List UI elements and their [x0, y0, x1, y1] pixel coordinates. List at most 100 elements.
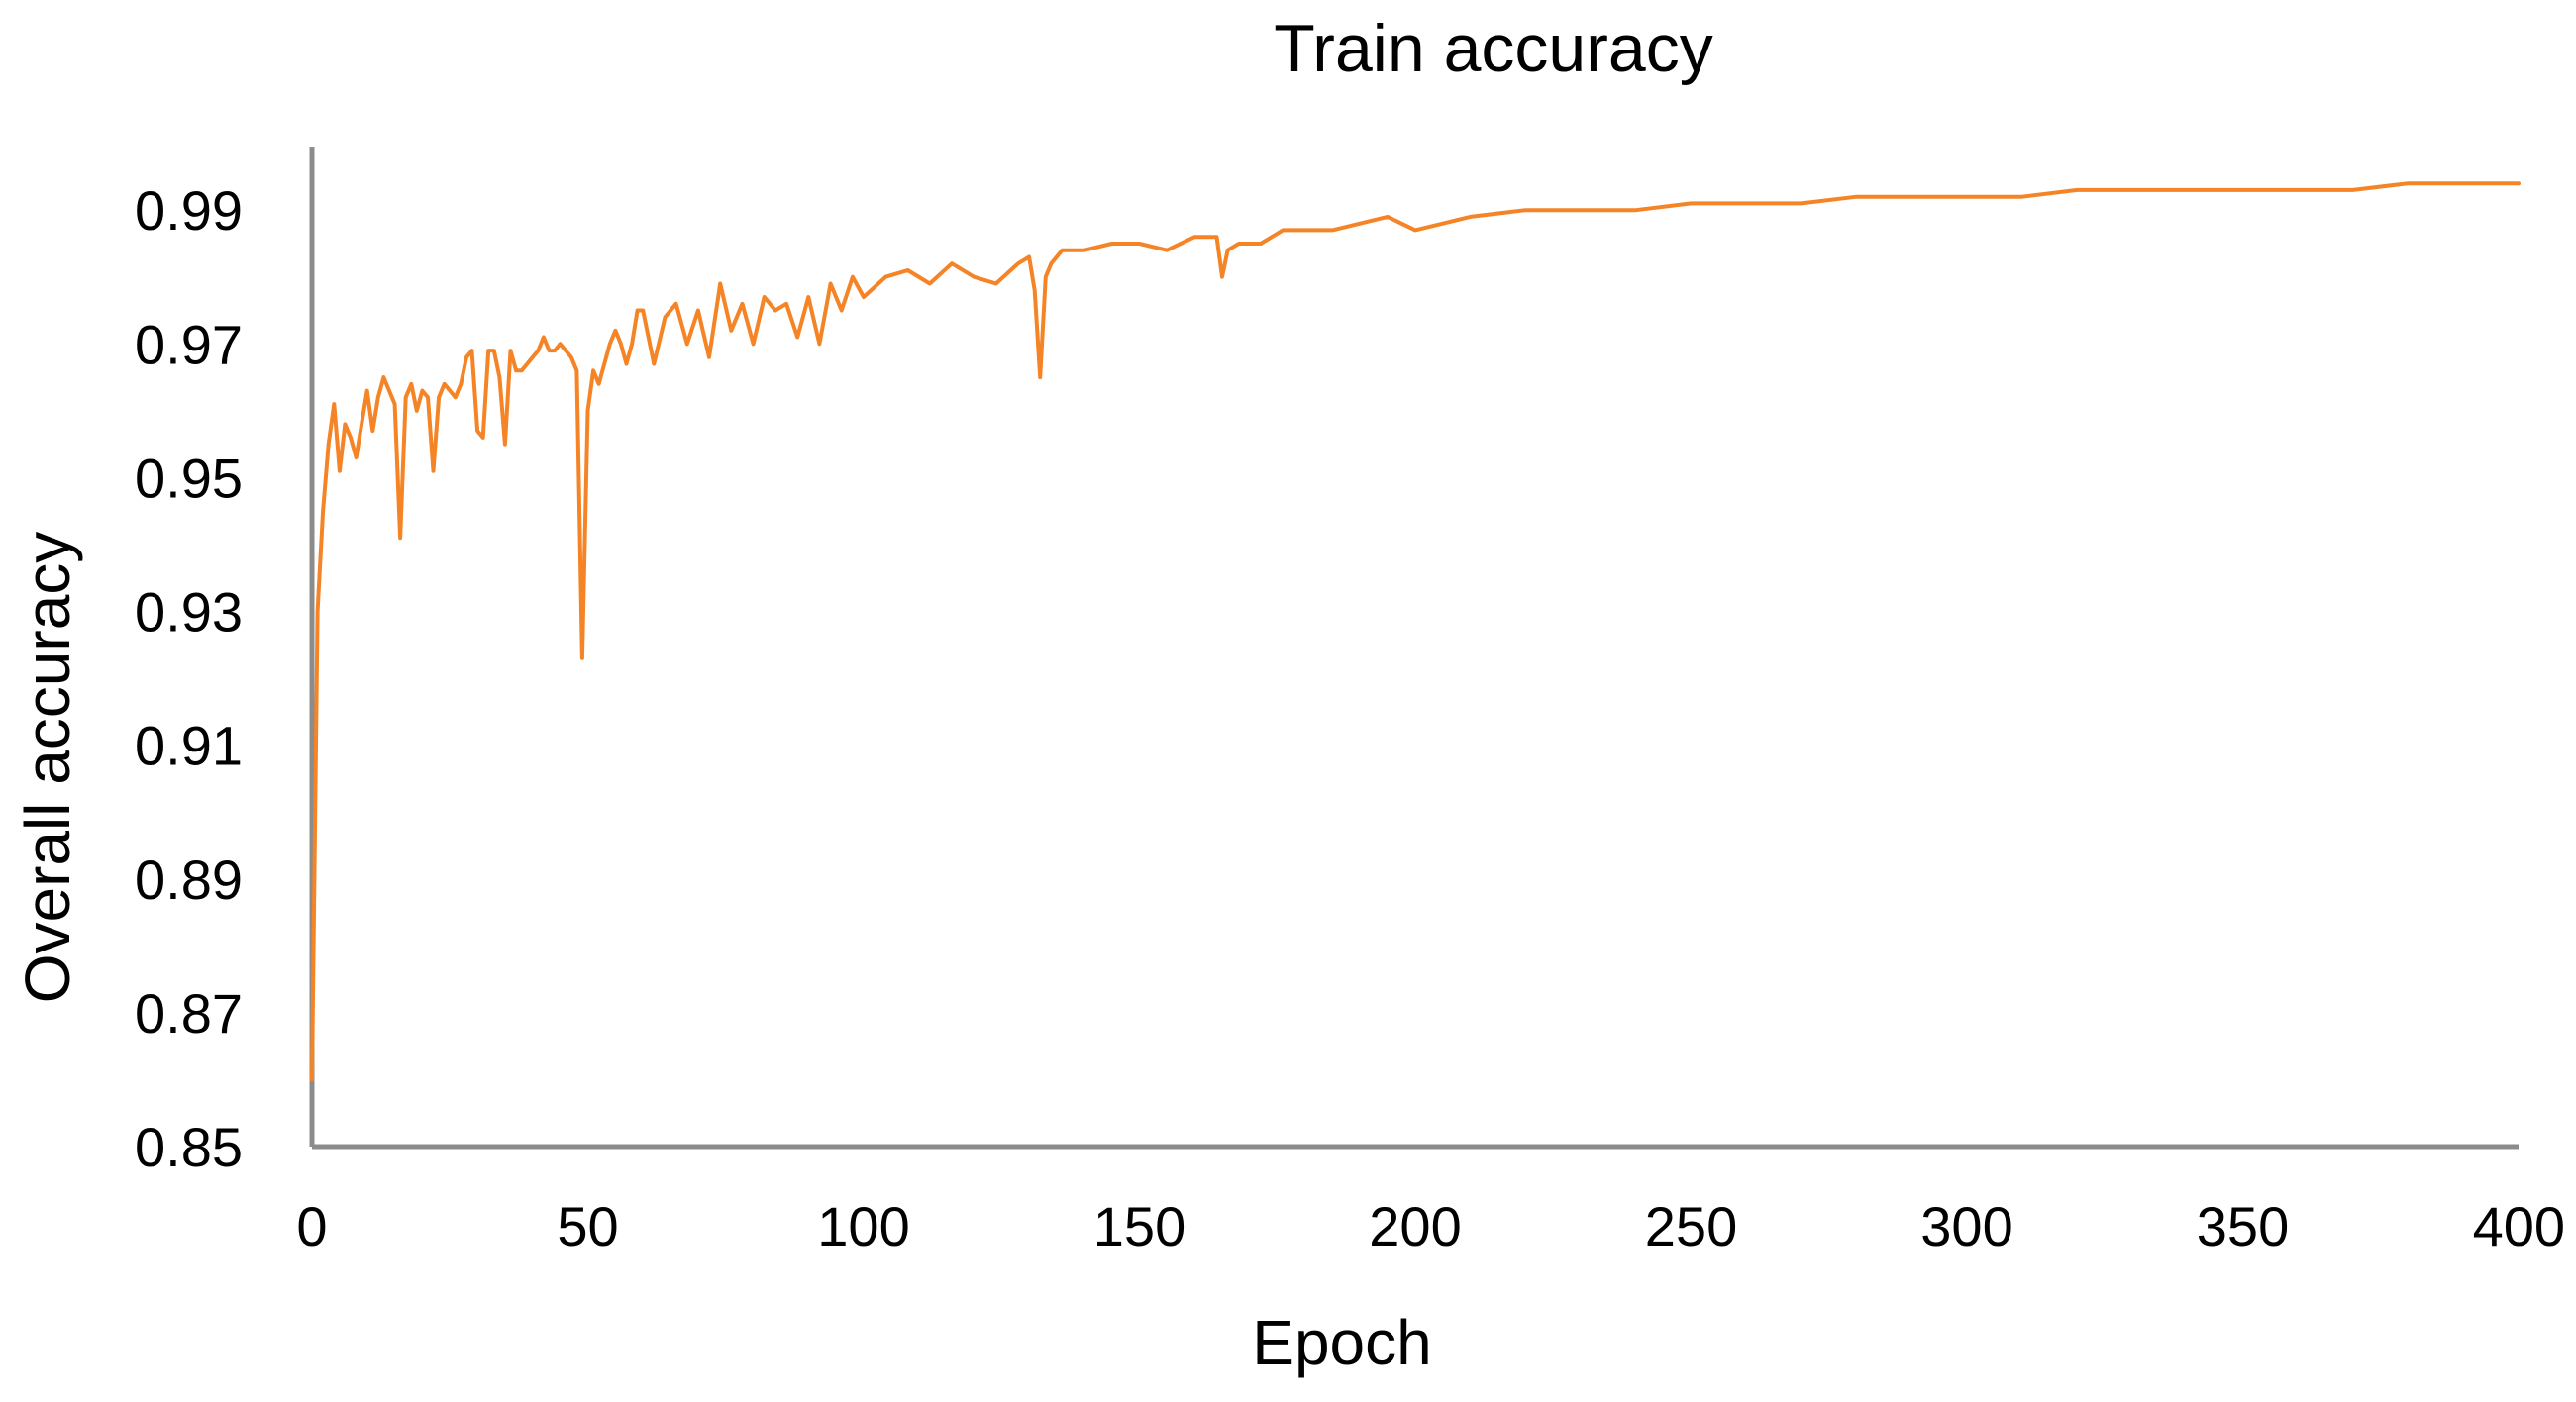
data-point: [729, 329, 733, 333]
data-point: [459, 382, 463, 386]
data-point: [1331, 228, 1334, 232]
data-point: [707, 355, 711, 359]
data-point: [664, 315, 667, 319]
data-point: [525, 362, 529, 366]
data-point: [1082, 249, 1086, 252]
data-point: [1469, 215, 1473, 219]
y-axis-ticks: 0.85 0.87 0.89 0.91 0.93 0.95 0.97 0.99: [135, 179, 243, 1178]
y-tick-label: 0.97: [135, 313, 243, 375]
data-point: [752, 342, 756, 346]
data-point: [542, 336, 546, 339]
data-point: [602, 362, 606, 366]
data-point: [591, 368, 595, 372]
data-point: [883, 275, 887, 279]
data-point: [1027, 255, 1031, 258]
data-point: [630, 342, 634, 346]
data-point: [1061, 249, 1064, 252]
data-point: [1044, 275, 1048, 279]
data-point: [343, 422, 347, 426]
data-point: [536, 349, 540, 352]
data-point: [387, 389, 391, 393]
data-point: [2407, 181, 2411, 185]
data-point: [862, 295, 866, 299]
data-point: [2075, 188, 2079, 192]
data-point: [464, 355, 468, 359]
data-point: [1281, 228, 1285, 232]
data-point: [398, 536, 402, 540]
data-point: [1110, 242, 1114, 246]
data-point: [409, 382, 413, 386]
data-point: [784, 302, 788, 306]
data-point: [641, 309, 645, 312]
data-point: [1192, 235, 1196, 239]
data-point: [1690, 201, 1693, 205]
data-point: [454, 395, 458, 399]
data-point: [360, 422, 363, 426]
data-point: [597, 382, 601, 386]
data-point: [1237, 242, 1241, 246]
x-tick-label: 100: [817, 1195, 909, 1257]
data-point: [564, 349, 567, 352]
data-point: [553, 349, 557, 352]
data-point: [559, 342, 563, 346]
data-point: [1138, 242, 1141, 246]
data-point: [1855, 195, 1859, 199]
y-tick-label: 0.93: [135, 581, 243, 644]
data-point: [652, 362, 656, 366]
data-point: [365, 389, 369, 393]
x-tick-label: 150: [1093, 1195, 1185, 1257]
data-point: [586, 409, 589, 413]
data-point: [950, 261, 954, 265]
data-point: [1413, 228, 1417, 232]
data-point: [470, 349, 473, 352]
data-point: [437, 395, 441, 399]
data-point: [625, 362, 628, 366]
x-tick-label: 250: [1645, 1195, 1737, 1257]
data-point: [2351, 188, 2355, 192]
data-point: [817, 342, 821, 346]
data-point: [1523, 208, 1527, 212]
data-point: [448, 389, 452, 393]
data-point: [1386, 215, 1390, 219]
data-point: [332, 402, 336, 406]
data-point: [415, 409, 419, 413]
data-point: [316, 610, 320, 613]
data-point: [486, 349, 490, 352]
data-point: [1016, 261, 1020, 265]
x-tick-label: 300: [1920, 1195, 2012, 1257]
data-point: [531, 355, 535, 359]
data-point: [829, 282, 833, 285]
data-point: [426, 395, 430, 399]
data-point: [1800, 201, 1803, 205]
series-points: [310, 181, 2521, 1081]
data-point: [696, 309, 700, 312]
data-point: [608, 342, 612, 346]
y-tick-label: 0.95: [135, 447, 243, 509]
y-tick-label: 0.99: [135, 179, 243, 242]
data-point: [580, 656, 584, 660]
data-point: [509, 349, 512, 352]
data-point: [2020, 195, 2024, 199]
data-point: [1038, 375, 1042, 379]
data-point: [1049, 261, 1053, 265]
series-line-train-accuracy: [310, 181, 2521, 1082]
data-point: [574, 368, 578, 372]
data-point: [851, 275, 855, 279]
data-point: [569, 355, 573, 359]
x-tick-label: 350: [2197, 1195, 2289, 1257]
data-point: [1215, 235, 1218, 239]
x-tick-label: 200: [1369, 1195, 1461, 1257]
x-axis-ticks: 0 50 100 150 200 250 300 350 400: [296, 1195, 2565, 1257]
y-tick-label: 0.89: [135, 849, 243, 911]
data-point: [928, 282, 932, 285]
data-point: [718, 282, 722, 285]
data-point: [619, 342, 623, 346]
x-axis-label: Epoch: [1252, 1307, 1431, 1378]
data-point: [327, 443, 331, 447]
data-point: [1744, 201, 1748, 205]
data-point: [674, 302, 678, 306]
data-point: [2296, 188, 2300, 192]
